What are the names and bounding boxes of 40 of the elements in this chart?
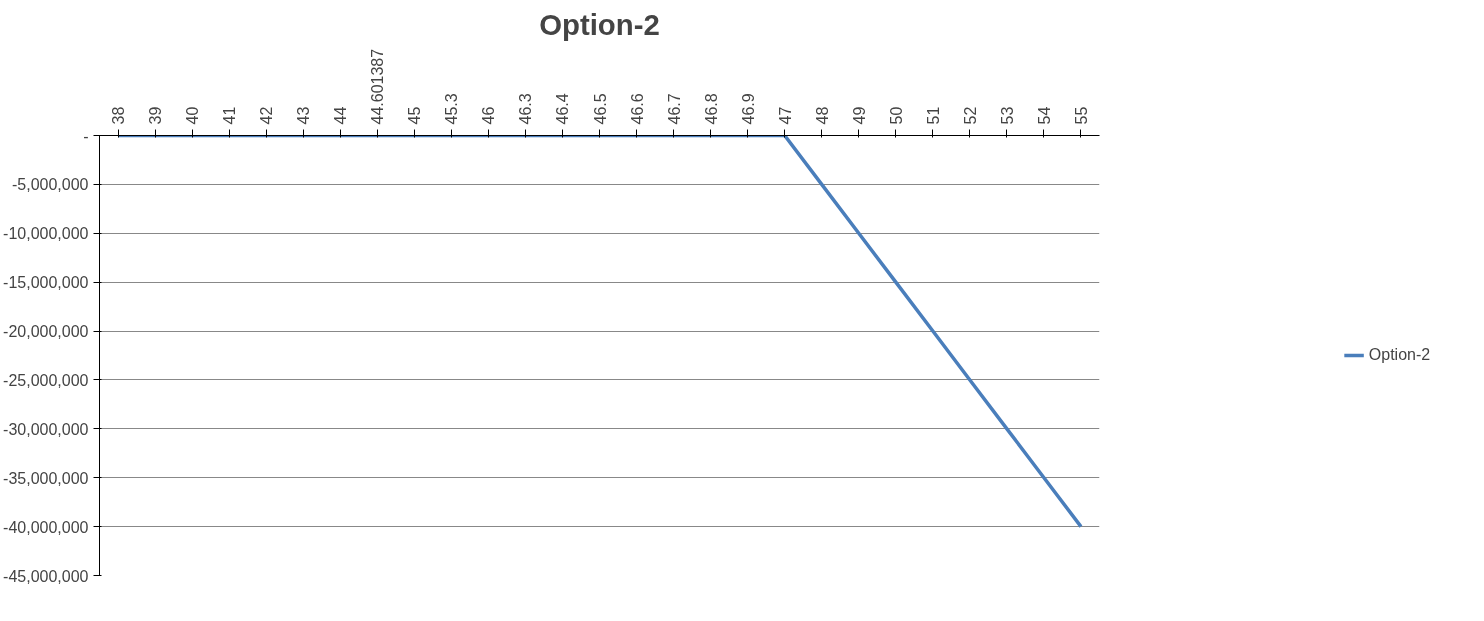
x-tick-label: 40	[184, 106, 202, 125]
x-tick-label: 47	[776, 106, 794, 125]
x-tick-label: 39	[147, 106, 165, 125]
y-tick-label: -20,000,000	[3, 323, 89, 341]
x-tick-label: 41	[221, 106, 239, 125]
x-tick-label: 49	[850, 106, 868, 125]
x-tick-label: 46.7	[665, 93, 683, 125]
y-tick-label: -40,000,000	[3, 518, 89, 536]
y-tick-label: -5,000,000	[11, 176, 89, 194]
x-tick-label: 46.3	[517, 93, 535, 125]
x-tick-label: 42	[258, 106, 276, 125]
x-tick-label: 54	[1035, 106, 1053, 125]
y-tick-label: -	[83, 127, 89, 145]
x-tick-label: 55	[1072, 106, 1090, 125]
y-tick-label: -45,000,000	[3, 567, 89, 585]
x-tick-label: 46.5	[591, 93, 609, 125]
y-tick-label: -35,000,000	[3, 469, 89, 487]
x-tick-label: 50	[887, 106, 905, 125]
legend-label: Option-2	[1368, 346, 1431, 364]
x-tick-label: 48	[813, 106, 831, 125]
x-tick-label: 46	[480, 106, 498, 125]
y-tick-label: -15,000,000	[3, 274, 89, 292]
x-tick-label: 44	[332, 106, 350, 125]
x-tick-label: 43	[295, 106, 313, 125]
x-tick-label: 38	[110, 106, 128, 125]
line-series	[116, 135, 1083, 529]
y-tick-label: -30,000,000	[3, 420, 89, 438]
x-tick-label: 45	[406, 106, 424, 125]
x-tick-label: 44.601387	[369, 48, 387, 125]
x-tick-label: 46.9	[739, 93, 757, 125]
x-tick-label: 52	[961, 106, 979, 125]
y-tick-label: -25,000,000	[3, 371, 89, 389]
x-tick-label: 45.3	[443, 93, 461, 125]
x-tick-label: 53	[998, 106, 1016, 125]
x-tick-label: 46.6	[628, 93, 646, 125]
chart-title: Option-2	[539, 7, 660, 41]
x-tick-label: 46.4	[554, 93, 572, 125]
x-tick-label: 51	[924, 106, 942, 125]
y-tick-label: -10,000,000	[3, 225, 89, 243]
x-tick-label: 46.8	[702, 93, 720, 125]
